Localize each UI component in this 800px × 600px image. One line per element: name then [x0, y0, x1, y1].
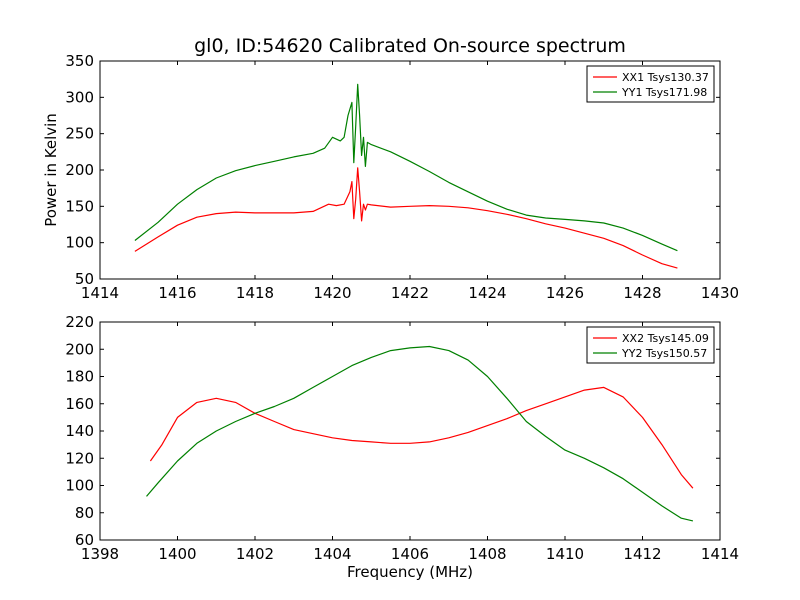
top-x-tick-label: 1430 [701, 284, 739, 302]
top-series-line-1 [134, 167, 678, 269]
bottom-y-tick-label: 160 [65, 395, 94, 413]
bottom-x-tick-label: 1400 [158, 545, 196, 563]
bottom-x-tick-label: 1410 [546, 545, 584, 563]
top-legend-box [586, 65, 715, 103]
bottom-x-tick-label: 1406 [391, 545, 429, 563]
bottom-y-tick-label: 220 [65, 313, 94, 331]
top-legend-label-2: YY1 Tsys171.98 [621, 86, 707, 99]
top-x-tick-label: 1426 [546, 284, 584, 302]
top-plot: 1414 1416 1418 1420 1422 1424 1426 1428 1430 50 10… [65, 52, 739, 302]
bottom-x-tick-label: 1412 [623, 545, 661, 563]
top-x-tick-label: 1422 [391, 284, 429, 302]
y-axis-label-top: Power in Kelvin [42, 113, 60, 227]
top-series-line-2 [134, 83, 678, 252]
top-y-tick-label: 150 [65, 197, 94, 215]
chart-title-top: gl0, ID:54620 Calibrated On-source spect… [194, 35, 626, 57]
bottom-y-tick-label: 120 [65, 449, 94, 467]
top-y-tick-label: 100 [65, 234, 94, 252]
bottom-x-tick-label: 1398 [81, 545, 119, 563]
top-x-tick-label: 1424 [468, 284, 506, 302]
bottom-legend-box [586, 326, 715, 364]
top-y-tick-label: 300 [65, 88, 94, 106]
bottom-y-tick-label: 180 [65, 368, 94, 386]
top-x-tick-label: 1418 [236, 284, 274, 302]
x-axis-label-bottom: Frequency (MHz) [347, 563, 473, 581]
bottom-y-tick-label: 80 [75, 504, 94, 522]
top-x-tick-label: 1420 [313, 284, 351, 302]
top-x-tick-label: 1416 [158, 284, 196, 302]
bottom-y-tick-label: 60 [75, 531, 94, 549]
top-y-tick-label: 250 [65, 125, 94, 143]
bottom-legend-label-2: YY2 Tsys150.57 [621, 347, 707, 360]
bottom-plot: 1398 1400 1402 1404 1406 1408 1410 1412 1414 60 80… [65, 313, 739, 563]
bottom-x-tick-label: 1414 [701, 545, 739, 563]
bottom-x-tick-label: 1408 [468, 545, 506, 563]
bottom-y-tick-label: 200 [65, 340, 94, 358]
top-y-tick-label: 200 [65, 161, 94, 179]
bottom-y-tick-label: 100 [65, 477, 94, 495]
top-y-tick-label: 50 [75, 270, 94, 288]
bottom-x-tick-label: 1402 [236, 545, 274, 563]
top-x-tick-label: 1414 [81, 284, 119, 302]
top-x-tick-label: 1428 [623, 284, 661, 302]
top-y-tick-label: 350 [65, 52, 94, 70]
bottom-y-tick-label: 140 [65, 422, 94, 440]
bottom-legend-label-1: XX2 Tsys145.09 [622, 332, 709, 345]
bottom-series-line-1 [149, 386, 694, 489]
top-legend-label-1: XX1 Tsys130.37 [622, 71, 709, 84]
bottom-x-tick-label: 1404 [313, 545, 351, 563]
bottom-series-line-2 [146, 345, 694, 522]
